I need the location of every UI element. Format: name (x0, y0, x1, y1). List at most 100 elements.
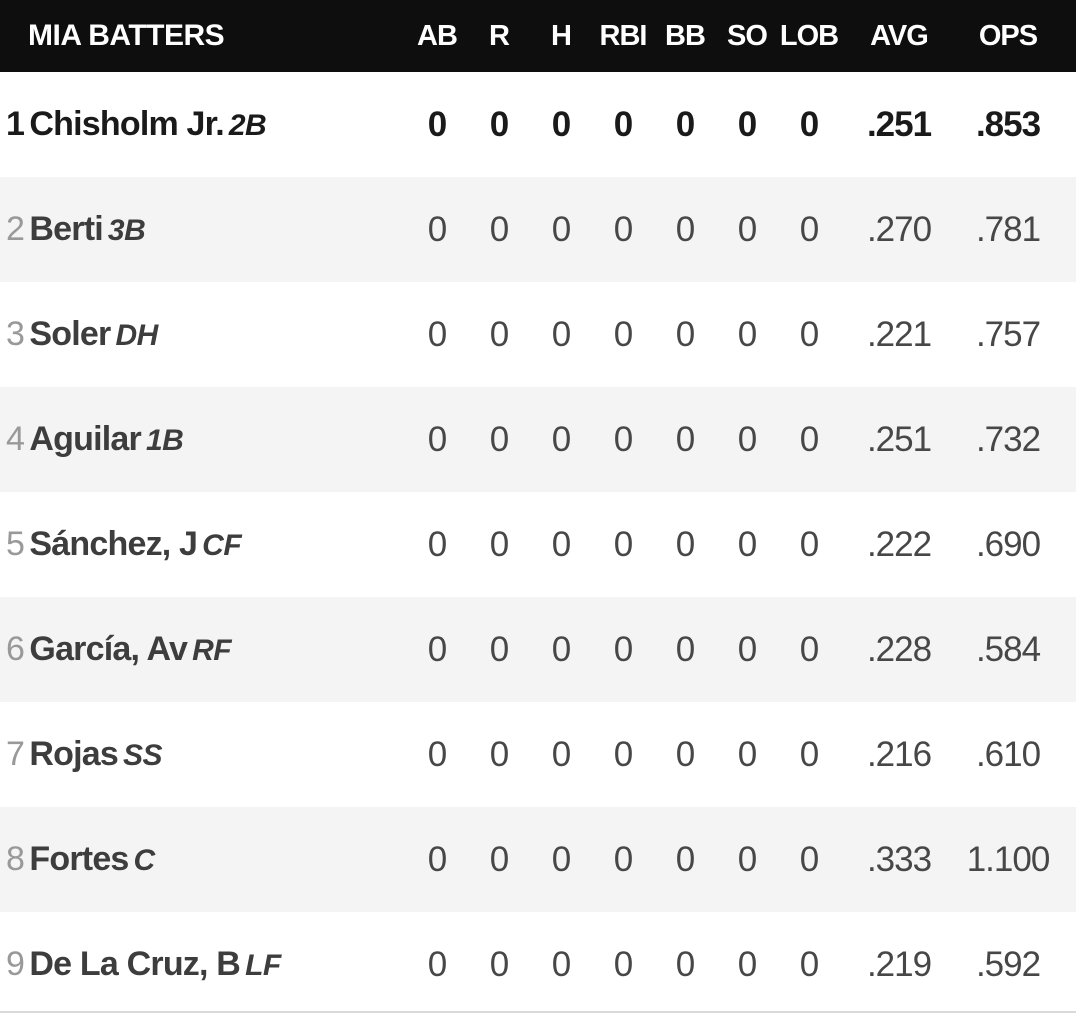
player-position: RF (192, 634, 232, 667)
player-name-cell: 3 Soler DH (0, 315, 406, 354)
stat-ops: .732 (975, 419, 1041, 459)
player-row[interactable]: 5 Sánchez, J CF 0 0 0 0 0 0 0 .222 .690 (0, 492, 1076, 597)
stat-h: 0 (551, 209, 571, 249)
stat-ops: .610 (975, 734, 1041, 774)
stat-ab: 0 (427, 839, 447, 879)
stat-bb: 0 (675, 629, 695, 669)
stat-bb: 0 (675, 944, 695, 984)
batting-order-number: 5 (6, 525, 25, 563)
player-name-cell: 8 Fortes C (0, 840, 406, 879)
stat-h: 0 (551, 944, 571, 984)
player-row[interactable]: 3 Soler DH 0 0 0 0 0 0 0 .221 .757 (0, 282, 1076, 387)
stat-so: 0 (737, 524, 757, 564)
player-row[interactable]: 6 García, Av RF 0 0 0 0 0 0 0 .228 .584 (0, 597, 1076, 702)
stat-so: 0 (737, 419, 757, 459)
stat-avg: .270 (866, 209, 932, 249)
player-name-cell: 9 De La Cruz, B LF (0, 945, 406, 984)
column-header-bb: BB (665, 19, 706, 52)
player-row[interactable]: 4 Aguilar 1B 0 0 0 0 0 0 0 .251 .732 (0, 387, 1076, 492)
player-position: SS (123, 739, 163, 772)
player-name: Berti (29, 210, 103, 248)
stat-so: 0 (737, 734, 757, 774)
batting-order-number: 3 (6, 315, 25, 353)
stat-lob: 0 (799, 839, 819, 879)
stat-avg: .221 (866, 314, 932, 354)
stat-ops: .757 (975, 314, 1041, 354)
player-name: García, Av (29, 630, 188, 668)
stat-avg: .251 (866, 104, 932, 144)
player-row[interactable]: 8 Fortes C 0 0 0 0 0 0 0 .333 1.100 (0, 807, 1076, 912)
stat-lob: 0 (799, 734, 819, 774)
stat-lob: 0 (799, 209, 819, 249)
stat-rbi: 0 (613, 629, 633, 669)
batting-order-number: 7 (6, 735, 25, 773)
column-header-so: SO (727, 19, 768, 52)
stat-h: 0 (551, 104, 571, 144)
stat-ab: 0 (427, 419, 447, 459)
stat-avg: .216 (866, 734, 932, 774)
stat-bb: 0 (675, 839, 695, 879)
stat-h: 0 (551, 629, 571, 669)
batting-order-number: 4 (6, 420, 25, 458)
player-position: LF (245, 949, 281, 982)
stat-r: 0 (489, 104, 509, 144)
stat-so: 0 (737, 944, 757, 984)
player-row[interactable]: 9 De La Cruz, B LF 0 0 0 0 0 0 0 .219 .592 (0, 912, 1076, 1017)
batting-order-number: 6 (6, 630, 25, 668)
stat-rbi: 0 (613, 524, 633, 564)
stat-h: 0 (551, 839, 571, 879)
stat-rbi: 0 (613, 734, 633, 774)
batting-order-number: 9 (6, 945, 25, 983)
player-name: Soler (29, 315, 111, 353)
stat-avg: .219 (866, 944, 932, 984)
table-bottom-divider (0, 1011, 1076, 1013)
stat-r: 0 (489, 839, 509, 879)
stat-so: 0 (737, 314, 757, 354)
player-position: 3B (107, 214, 146, 247)
stat-rbi: 0 (613, 944, 633, 984)
stat-so: 0 (737, 209, 757, 249)
column-header-rbi: RBI (599, 19, 648, 52)
stat-so: 0 (737, 839, 757, 879)
stat-r: 0 (489, 629, 509, 669)
stat-h: 0 (551, 734, 571, 774)
player-name: Fortes (29, 840, 129, 878)
player-name-cell: 5 Sánchez, J CF (0, 525, 406, 564)
batting-order-number: 2 (6, 210, 25, 248)
stat-ab: 0 (427, 104, 447, 144)
stat-ops: .690 (975, 524, 1041, 564)
stat-r: 0 (489, 419, 509, 459)
stat-r: 0 (489, 209, 509, 249)
player-position: 1B (145, 424, 184, 457)
player-position: 2B (228, 109, 267, 142)
stat-ops: .781 (975, 209, 1041, 249)
stat-lob: 0 (799, 104, 819, 144)
stat-ab: 0 (427, 524, 447, 564)
player-row[interactable]: 2 Berti 3B 0 0 0 0 0 0 0 .270 .781 (0, 177, 1076, 282)
column-header-ab: AB (417, 19, 458, 52)
stat-bb: 0 (675, 104, 695, 144)
table-body: 1 Chisholm Jr. 2B 0 0 0 0 0 0 0 .251 .853 2 Berti 3B 0 0… (0, 72, 1076, 1017)
stat-avg: .333 (866, 839, 932, 879)
table-title: MIA BATTERS (28, 19, 225, 52)
table-header: MIA BATTERS AB R H RBI BB SO LOB AVG OPS (0, 0, 1076, 72)
stat-r: 0 (489, 944, 509, 984)
stat-ops: 1.100 (966, 839, 1051, 879)
player-name: Chisholm Jr. (29, 105, 224, 143)
stat-bb: 0 (675, 734, 695, 774)
stat-r: 0 (489, 524, 509, 564)
stat-rbi: 0 (613, 839, 633, 879)
player-position: C (133, 844, 156, 877)
stat-bb: 0 (675, 524, 695, 564)
stat-ab: 0 (427, 314, 447, 354)
stat-ab: 0 (427, 734, 447, 774)
stat-lob: 0 (799, 314, 819, 354)
player-row[interactable]: 7 Rojas SS 0 0 0 0 0 0 0 .216 .610 (0, 702, 1076, 807)
stat-rbi: 0 (613, 104, 633, 144)
stat-h: 0 (551, 524, 571, 564)
stat-ops: .584 (975, 629, 1041, 669)
player-name-cell: 6 García, Av RF (0, 630, 406, 669)
stat-lob: 0 (799, 524, 819, 564)
player-row[interactable]: 1 Chisholm Jr. 2B 0 0 0 0 0 0 0 .251 .853 (0, 72, 1076, 177)
stat-avg: .251 (866, 419, 932, 459)
